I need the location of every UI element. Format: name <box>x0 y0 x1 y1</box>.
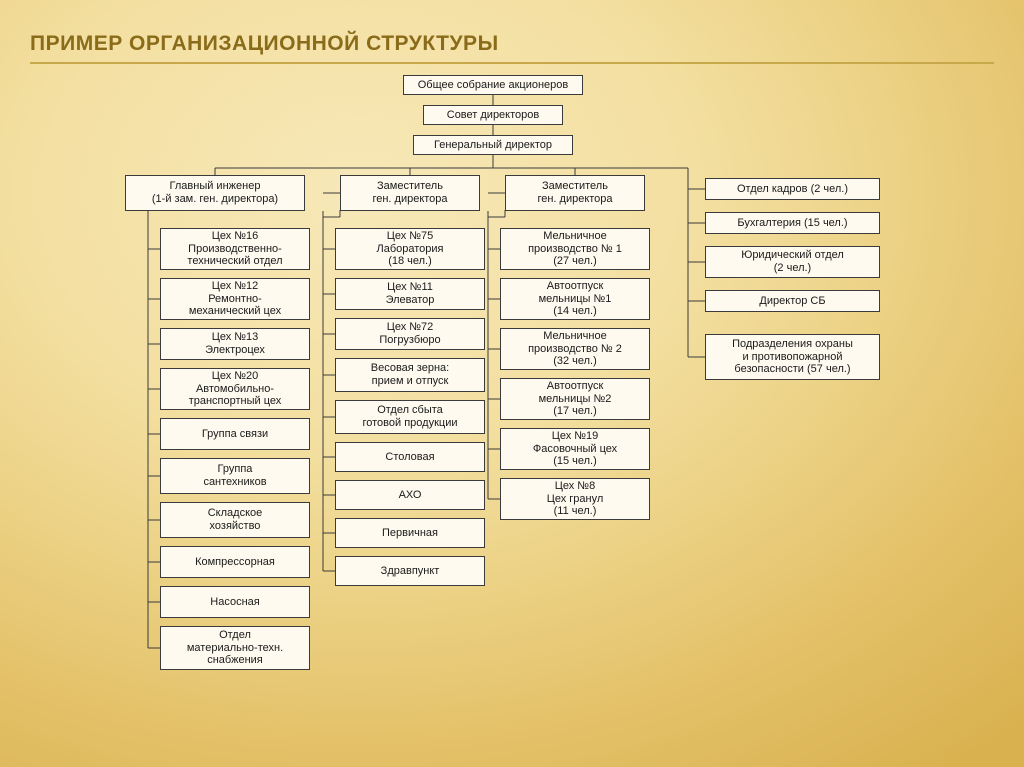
org-node-label: Группа сантехников <box>203 463 266 488</box>
org-node-c6: Цех №8 Цех гранул (11 чел.) <box>500 478 650 520</box>
org-node-label: АХО <box>399 489 422 502</box>
org-node-label: Цех №72 Погрузбюро <box>379 321 440 346</box>
org-node-c3: Мельничное производство № 2 (32 чел.) <box>500 328 650 370</box>
org-node-label: Директор СБ <box>759 295 825 308</box>
org-node-b1: Цех №75 Лаборатория (18 чел.) <box>335 228 485 270</box>
org-node-h1: Главный инженер (1-й зам. ген. директора… <box>125 175 305 211</box>
org-node-b2: Цех №11 Элеватор <box>335 278 485 310</box>
org-node-label: Подразделения охраны и противопожарной б… <box>732 338 853 376</box>
org-node-label: Юридический отдел (2 чел.) <box>741 249 844 274</box>
org-node-b9: Здравпункт <box>335 556 485 586</box>
org-node-b7: АХО <box>335 480 485 510</box>
org-node-label: Здравпункт <box>381 565 440 578</box>
org-node-c5: Цех №19 Фасовочный цех (15 чел.) <box>500 428 650 470</box>
org-node-label: Генеральный директор <box>434 139 552 152</box>
org-node-n1: Общее собрание акционеров <box>403 75 583 95</box>
org-node-label: Главный инженер (1-й зам. ген. директора… <box>152 180 278 205</box>
org-node-c1: Мельничное производство № 1 (27 чел.) <box>500 228 650 270</box>
org-node-label: Автоотпуск мельницы №1 (14 чел.) <box>539 280 612 318</box>
org-node-label: Цех №12 Ремонтно- механический цех <box>189 280 281 318</box>
org-node-label: Цех №75 Лаборатория (18 чел.) <box>377 230 444 268</box>
org-node-label: Заместитель ген. директора <box>372 180 447 205</box>
org-node-label: Автоотпуск мельницы №2 (17 чел.) <box>539 380 612 418</box>
org-node-label: Компрессорная <box>195 556 275 569</box>
org-node-label: Заместитель ген. директора <box>537 180 612 205</box>
org-node-a9: Насосная <box>160 586 310 618</box>
org-node-a5: Группа связи <box>160 418 310 450</box>
org-node-label: Цех №13 Электроцех <box>205 331 265 356</box>
org-node-c4: Автоотпуск мельницы №2 (17 чел.) <box>500 378 650 420</box>
org-node-h3: Заместитель ген. директора <box>505 175 645 211</box>
org-node-a4: Цех №20 Автомобильно- транспортный цех <box>160 368 310 410</box>
org-node-a1: Цех №16 Производственно- технический отд… <box>160 228 310 270</box>
org-node-a8: Компрессорная <box>160 546 310 578</box>
org-node-h2: Заместитель ген. директора <box>340 175 480 211</box>
org-node-label: Группа связи <box>202 428 268 441</box>
org-node-label: Цех №8 Цех гранул (11 чел.) <box>547 480 604 518</box>
org-node-n2: Совет директоров <box>423 105 563 125</box>
org-node-label: Цех №19 Фасовочный цех (15 чел.) <box>533 430 617 468</box>
org-node-b5: Отдел сбыта готовой продукции <box>335 400 485 434</box>
org-node-a2: Цех №12 Ремонтно- механический цех <box>160 278 310 320</box>
org-node-r3: Юридический отдел (2 чел.) <box>705 246 880 278</box>
org-node-r1: Отдел кадров (2 чел.) <box>705 178 880 200</box>
org-node-b3: Цех №72 Погрузбюро <box>335 318 485 350</box>
org-node-label: Мельничное производство № 2 (32 чел.) <box>528 330 622 368</box>
org-node-b4: Весовая зерна: прием и отпуск <box>335 358 485 392</box>
org-node-label: Отдел сбыта готовой продукции <box>363 404 458 429</box>
org-node-r2: Бухгалтерия (15 чел.) <box>705 212 880 234</box>
org-node-r4: Директор СБ <box>705 290 880 312</box>
org-node-label: Весовая зерна: прием и отпуск <box>371 362 449 387</box>
org-node-n3: Генеральный директор <box>413 135 573 155</box>
org-node-label: Цех №20 Автомобильно- транспортный цех <box>189 370 282 408</box>
org-node-label: Бухгалтерия (15 чел.) <box>737 217 847 230</box>
org-node-label: Совет директоров <box>447 109 539 122</box>
org-node-label: Складское хозяйство <box>208 507 263 532</box>
org-node-a6: Группа сантехников <box>160 458 310 494</box>
org-node-label: Столовая <box>385 451 434 464</box>
org-node-b8: Первичная <box>335 518 485 548</box>
org-node-label: Первичная <box>382 527 438 540</box>
org-node-a3: Цех №13 Электроцех <box>160 328 310 360</box>
org-node-label: Цех №11 Элеватор <box>386 281 435 306</box>
org-node-label: Цех №16 Производственно- технический отд… <box>187 230 282 268</box>
org-chart-canvas: ПРИМЕР ОРГАНИЗАЦИОННОЙ СТРУКТУРЫ Общее с… <box>0 0 1024 767</box>
org-node-label: Отдел материально-техн. снабжения <box>187 629 283 667</box>
org-node-label: Насосная <box>210 596 259 609</box>
org-node-a10: Отдел материально-техн. снабжения <box>160 626 310 670</box>
org-node-label: Общее собрание акционеров <box>418 79 569 92</box>
org-node-a7: Складское хозяйство <box>160 502 310 538</box>
org-node-label: Мельничное производство № 1 (27 чел.) <box>528 230 622 268</box>
org-node-c2: Автоотпуск мельницы №1 (14 чел.) <box>500 278 650 320</box>
page-title: ПРИМЕР ОРГАНИЗАЦИОННОЙ СТРУКТУРЫ <box>30 32 499 56</box>
org-node-b6: Столовая <box>335 442 485 472</box>
org-node-label: Отдел кадров (2 чел.) <box>737 183 848 196</box>
org-node-r5: Подразделения охраны и противопожарной б… <box>705 334 880 380</box>
title-bar: ПРИМЕР ОРГАНИЗАЦИОННОЙ СТРУКТУРЫ <box>30 18 994 64</box>
